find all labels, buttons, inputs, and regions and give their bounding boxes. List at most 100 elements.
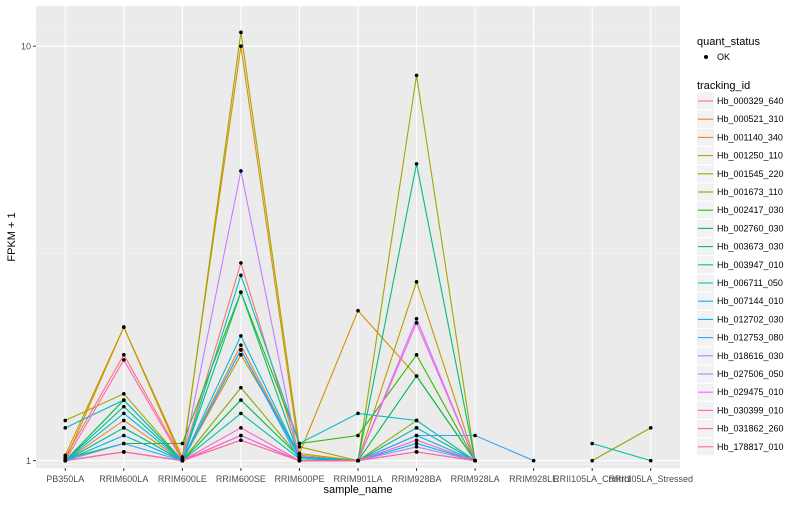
legend-label: Hb_000329_640: [717, 96, 784, 106]
legend-label: Hb_003947_010: [717, 260, 784, 270]
data-point-Hb_001673_110: [239, 385, 243, 390]
x-tick-label: RRIM901LA: [333, 474, 382, 484]
data-point-Hb_178817_010: [356, 458, 360, 463]
series-line-Hb_001673_110: [591, 427, 651, 462]
data-point-Hb_003673_030: [239, 290, 243, 294]
series-line-Hb_012702_030: [65, 348, 476, 462]
x-axis-title: sample_name: [323, 484, 392, 496]
data-point-Hb_003947_010: [414, 426, 419, 430]
data-point-Hb_003947_010: [239, 411, 243, 416]
data-point-Hb_012753_080: [239, 348, 243, 352]
data-point-Hb_012702_030: [122, 433, 126, 438]
data-point-Hb_001140_340: [63, 453, 68, 458]
data-point-Hb_003947_010: [648, 458, 653, 463]
data-point-Hb_001250_110: [122, 325, 126, 329]
data-point-Hb_001545_220: [414, 73, 419, 78]
legend-label: Hb_000521_310: [717, 114, 784, 124]
x-tick-label: PB350LA: [46, 474, 84, 484]
data-point-Hb_001140_340: [239, 44, 243, 48]
y-tick-label: 1: [26, 456, 31, 466]
data-point-Hb_001140_340: [356, 308, 360, 313]
legend-label: Hb_001250_110: [717, 151, 783, 161]
data-point-Hb_031862_260: [239, 426, 243, 430]
legend-quant-title: quant_status: [697, 36, 760, 48]
legend-quant-label: OK: [717, 52, 730, 62]
data-point-Hb_002760_030: [414, 374, 419, 378]
legend-label: Hb_002417_030: [717, 205, 784, 215]
x-tick-label: RRIM928LE: [509, 474, 558, 484]
series-line-Hb_003673_030: [64, 163, 476, 462]
x-tick-label: RRIM600SE: [216, 474, 266, 484]
legend-tracking-title: tracking_id: [697, 80, 750, 92]
series-line-Hb_002417_030: [65, 290, 476, 461]
series-line-Hb_003947_010: [65, 412, 476, 462]
data-point-Hb_000521_310: [239, 343, 243, 347]
data-point-Hb_001545_220: [122, 391, 126, 396]
legend-label: Hb_001545_220: [717, 169, 784, 179]
data-point-Hb_002417_030: [414, 353, 419, 357]
y-tick-label: 10: [21, 42, 31, 52]
y-axis-title: FPKM + 1: [6, 212, 18, 261]
x-tick-label: RRIM600LA: [99, 474, 148, 484]
data-point-Hb_012753_080: [414, 433, 419, 438]
legend-label: Hb_030399_010: [717, 405, 784, 415]
data-point-Hb_001250_110: [414, 280, 419, 284]
data-point-Hb_007144_010: [122, 411, 126, 416]
series-line-Hb_006711_050: [65, 273, 476, 462]
data-point-Hb_030399_010: [239, 433, 243, 438]
data-point-Hb_001673_110: [590, 458, 594, 463]
data-point-Hb_006711_050: [414, 418, 419, 423]
data-point-Hb_001545_220: [63, 418, 68, 423]
data-point-Hb_178817_010: [297, 458, 302, 463]
data-point-Hb_031862_260: [122, 358, 126, 362]
series-line-Hb_001545_220: [65, 32, 476, 462]
legend-label: Hb_031862_260: [717, 424, 784, 434]
series-line-Hb_178817_010: [65, 439, 476, 462]
legend-label: Hb_007144_010: [717, 296, 784, 306]
data-point-Hb_178817_010: [180, 458, 185, 463]
data-point-Hb_001545_220: [239, 30, 243, 35]
data-point-Hb_006711_050: [356, 411, 360, 416]
data-point-Hb_018616_030: [414, 444, 419, 449]
axes: 1 10 PB350LA RRIM600LA RRIM600LE RRIM600SE RRI…: [21, 42, 693, 484]
data-point-Hb_001140_340: [180, 455, 185, 459]
data-point-Hb_178817_010: [473, 458, 477, 463]
x-tick-label: RRIM928BA: [392, 474, 442, 484]
legend-label: Hb_002760_030: [717, 223, 784, 233]
x-tick-label: RRIM600LE: [158, 474, 207, 484]
data-point-Hb_012753_080: [531, 458, 536, 463]
legend-label: Hb_001140_340: [717, 132, 783, 142]
x-tick-label: RRII105LA_Stressed: [608, 474, 693, 484]
data-point-Hb_012753_080: [122, 441, 126, 446]
data-point-Hb_002760_030: [239, 398, 243, 402]
data-point-Hb_178817_010: [122, 450, 126, 454]
data-point-Hb_003947_010: [122, 426, 126, 430]
data-point-Hb_178817_010: [63, 458, 68, 463]
data-point-Hb_002417_030: [180, 441, 185, 446]
legend-label: Hb_027506_050: [717, 369, 784, 379]
data-point-Hb_001545_220: [297, 444, 302, 449]
data-point-Hb_001673_110: [648, 426, 653, 430]
legend-items: Hb_000329_640 Hb_000521_310 Hb_001140_340 H…: [697, 92, 784, 456]
data-point-Hb_178817_010: [239, 438, 243, 443]
data-point-Hb_006711_050: [63, 426, 68, 430]
data-point-Hb_003673_030: [414, 162, 419, 166]
legend-tracking-id: tracking_id Hb_000329_640Hb_000521_310Hb…: [697, 80, 784, 456]
data-point-Hb_000521_310: [122, 418, 126, 423]
data-point-Hb_000329_640: [122, 353, 126, 357]
data-point-Hb_027506_050: [239, 169, 243, 173]
x-tick-label: RRIM928LA: [451, 474, 500, 484]
data-point-Hb_006711_050: [239, 273, 243, 278]
data-point-Hb_001250_110: [239, 353, 243, 357]
series-line-Hb_031862_260: [64, 358, 476, 462]
series-line-Hb_003947_010: [592, 442, 651, 462]
data-point-Hb_006711_050: [297, 441, 302, 446]
data-point-Hb_012702_030: [297, 455, 302, 459]
data-point-Hb_012753_080: [473, 433, 477, 438]
data-point-Hb_001250_110: [297, 451, 302, 456]
legend-quant-status: quant_status OK: [697, 36, 760, 62]
series-lines: [64, 32, 651, 462]
data-point-Hb_002417_030: [356, 433, 360, 438]
